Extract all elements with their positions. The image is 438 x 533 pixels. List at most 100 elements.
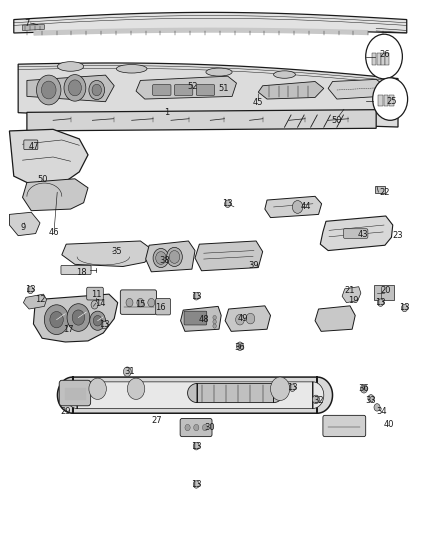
FancyBboxPatch shape — [155, 298, 170, 315]
Polygon shape — [66, 382, 324, 408]
Circle shape — [193, 442, 199, 450]
Circle shape — [126, 298, 133, 307]
Circle shape — [102, 321, 108, 329]
FancyBboxPatch shape — [389, 95, 394, 107]
Polygon shape — [27, 75, 114, 102]
Circle shape — [41, 81, 56, 99]
Circle shape — [194, 424, 199, 431]
Polygon shape — [22, 179, 88, 211]
Circle shape — [236, 314, 244, 325]
Circle shape — [213, 320, 216, 324]
Circle shape — [402, 304, 408, 312]
Polygon shape — [180, 306, 221, 332]
Polygon shape — [195, 241, 263, 271]
Circle shape — [373, 78, 408, 120]
Polygon shape — [328, 79, 385, 99]
Polygon shape — [10, 130, 88, 187]
Text: 34: 34 — [376, 407, 387, 416]
Text: 13: 13 — [191, 292, 201, 301]
Circle shape — [89, 80, 105, 100]
Text: 16: 16 — [155, 303, 166, 312]
Text: 30: 30 — [204, 423, 215, 432]
Text: 19: 19 — [348, 296, 359, 305]
Polygon shape — [146, 241, 195, 272]
Text: 12: 12 — [35, 295, 45, 304]
Circle shape — [67, 304, 90, 332]
Text: 50: 50 — [37, 175, 47, 184]
Polygon shape — [27, 110, 376, 131]
FancyBboxPatch shape — [375, 185, 385, 193]
Polygon shape — [187, 383, 283, 402]
FancyBboxPatch shape — [87, 287, 103, 300]
Circle shape — [246, 313, 255, 324]
FancyBboxPatch shape — [385, 53, 389, 65]
FancyBboxPatch shape — [372, 53, 376, 65]
Circle shape — [92, 84, 102, 96]
Text: 13: 13 — [223, 199, 233, 208]
Polygon shape — [18, 63, 398, 127]
Circle shape — [89, 378, 106, 399]
Circle shape — [44, 305, 69, 335]
Circle shape — [124, 367, 131, 376]
Text: 47: 47 — [28, 142, 39, 151]
Polygon shape — [22, 25, 44, 30]
Circle shape — [93, 316, 102, 326]
FancyBboxPatch shape — [381, 53, 385, 65]
FancyBboxPatch shape — [59, 380, 91, 406]
Polygon shape — [57, 377, 332, 413]
FancyBboxPatch shape — [180, 418, 212, 437]
Circle shape — [213, 324, 216, 328]
Circle shape — [368, 394, 374, 402]
Polygon shape — [342, 287, 361, 303]
Text: 32: 32 — [313, 396, 324, 405]
Text: 1: 1 — [164, 108, 169, 117]
Circle shape — [72, 310, 85, 325]
Polygon shape — [258, 82, 324, 99]
FancyBboxPatch shape — [120, 290, 156, 314]
Polygon shape — [320, 216, 393, 251]
Circle shape — [237, 342, 244, 351]
Circle shape — [213, 316, 216, 320]
Text: 35: 35 — [111, 247, 122, 256]
FancyBboxPatch shape — [377, 53, 381, 65]
FancyBboxPatch shape — [384, 95, 389, 107]
Circle shape — [374, 403, 380, 411]
FancyBboxPatch shape — [174, 85, 193, 95]
Text: 22: 22 — [380, 188, 390, 197]
Text: 50: 50 — [332, 116, 342, 125]
Text: 9: 9 — [21, 223, 26, 232]
Circle shape — [366, 34, 403, 79]
Ellipse shape — [274, 71, 295, 78]
Text: 7: 7 — [24, 19, 30, 28]
Text: 49: 49 — [238, 314, 248, 323]
Circle shape — [36, 75, 61, 105]
Text: 36: 36 — [359, 384, 369, 393]
FancyBboxPatch shape — [152, 85, 171, 95]
Circle shape — [225, 200, 231, 207]
Circle shape — [360, 384, 367, 393]
Text: 11: 11 — [91, 289, 101, 298]
Circle shape — [91, 301, 98, 309]
Circle shape — [64, 75, 86, 101]
Text: 17: 17 — [63, 325, 74, 334]
Text: 13: 13 — [25, 285, 35, 294]
Text: 15: 15 — [135, 300, 146, 309]
Circle shape — [68, 80, 81, 96]
Polygon shape — [315, 306, 355, 332]
Circle shape — [312, 395, 319, 403]
Polygon shape — [14, 12, 407, 33]
Circle shape — [378, 299, 384, 306]
Text: 13: 13 — [375, 298, 386, 307]
Ellipse shape — [57, 62, 84, 71]
Circle shape — [169, 251, 180, 263]
Polygon shape — [136, 76, 237, 99]
Text: 13: 13 — [287, 383, 298, 392]
Text: 13: 13 — [191, 480, 201, 489]
Text: 26: 26 — [380, 51, 390, 59]
Circle shape — [202, 424, 208, 431]
FancyBboxPatch shape — [184, 311, 207, 325]
Circle shape — [127, 378, 145, 399]
Text: 51: 51 — [218, 84, 229, 93]
Ellipse shape — [117, 64, 147, 73]
Text: 38: 38 — [159, 256, 170, 264]
